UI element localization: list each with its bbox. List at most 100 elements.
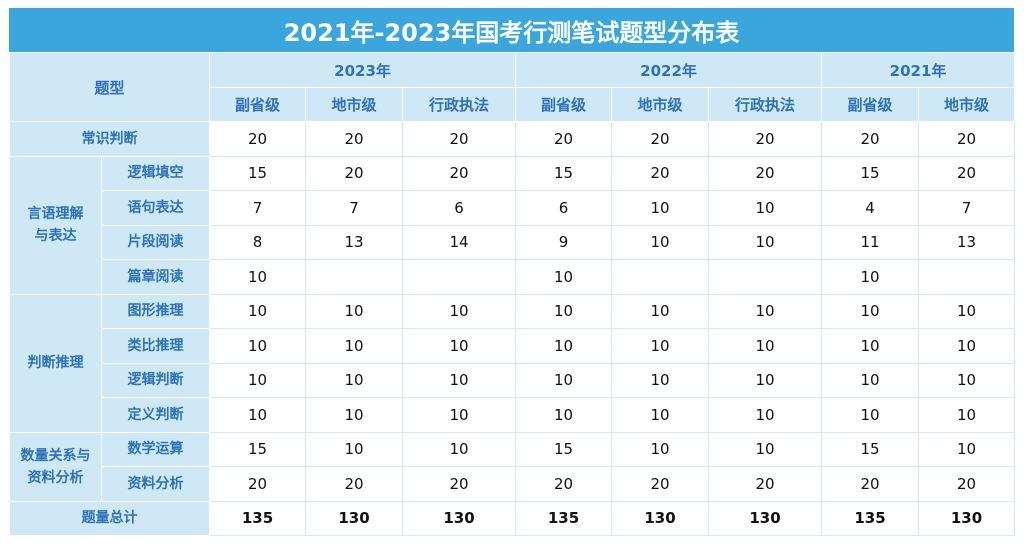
- value-cell: 10: [708, 431, 823, 467]
- value-cell: 11: [821, 224, 920, 260]
- subtype-label: 图形推理: [100, 293, 211, 329]
- value-cell: 10: [305, 293, 404, 329]
- year-2023-header: 2023年: [209, 52, 517, 88]
- value-cell: 15: [515, 155, 613, 191]
- value-cell: 10: [708, 190, 823, 226]
- value-cell: 10: [918, 362, 1016, 398]
- value-cell: [305, 259, 404, 295]
- category-label: 题量总计: [8, 500, 211, 536]
- subtype-label: 定义判断: [100, 397, 211, 433]
- value-cell: 20: [515, 121, 613, 157]
- year-header-row: 题型 2023年 2022年 2021年: [8, 52, 1016, 122]
- value-cell: 10: [209, 293, 307, 329]
- value-cell: 7: [305, 190, 404, 226]
- value-cell: 10: [918, 328, 1016, 364]
- value-cell: 10: [821, 397, 920, 433]
- value-cell: 20: [611, 155, 710, 191]
- value-cell: 10: [611, 431, 710, 467]
- table-row: 判断推理 图形推理 10 10 10 10 10 10 10 10: [9, 293, 1016, 433]
- value-cell: 6: [515, 190, 613, 226]
- value-cell: 6: [402, 190, 517, 226]
- total-cell: 130: [611, 500, 710, 536]
- value-cell: 15: [821, 155, 920, 191]
- total-row: 题量总计 135 130 130 135 130 130 135 130: [8, 500, 1016, 536]
- value-cell: 10: [708, 328, 823, 364]
- value-cell: 10: [611, 224, 710, 260]
- value-cell: 10: [402, 328, 517, 364]
- value-cell: 20: [209, 466, 307, 502]
- value-cell: 10: [611, 293, 710, 329]
- table-row: 言语理解与表达 逻辑填空 15 20 20 15 20 20 15 20: [9, 155, 1016, 295]
- total-cell: 130: [402, 500, 517, 536]
- value-cell: 10: [611, 328, 710, 364]
- value-cell: 9: [515, 224, 613, 260]
- value-cell: 10: [918, 293, 1016, 329]
- value-cell: [708, 259, 823, 295]
- value-cell: 10: [611, 190, 710, 226]
- value-cell: 20: [918, 121, 1016, 157]
- value-cell: 15: [209, 431, 307, 467]
- value-cell: 10: [821, 362, 920, 398]
- value-cell: 13: [918, 224, 1016, 260]
- subtype-label: 篇章阅读: [100, 259, 211, 295]
- value-cell: 20: [209, 121, 307, 157]
- level-header: 地市级: [305, 87, 404, 122]
- subtype-label: 数学运算: [100, 431, 211, 467]
- value-cell: 10: [209, 362, 307, 398]
- table-row: 片段阅读 8 13 14 9 10 10 11 13: [10, 224, 1016, 260]
- value-cell: 10: [515, 397, 613, 433]
- table-row: 逻辑判断 10 10 10 10 10 10 10 10: [10, 362, 1016, 398]
- level-header: 地市级: [918, 87, 1016, 122]
- subtype-label: 语句表达: [100, 190, 211, 226]
- value-cell: 10: [515, 362, 613, 398]
- value-cell: 10: [918, 431, 1016, 467]
- value-cell: 10: [611, 397, 710, 433]
- category-label: 判断推理: [9, 293, 102, 433]
- value-cell: 10: [305, 397, 404, 433]
- value-cell: 10: [708, 362, 823, 398]
- total-cell: 135: [209, 500, 307, 536]
- total-cell: 135: [515, 500, 613, 536]
- value-cell: 10: [821, 259, 920, 295]
- value-cell: [918, 259, 1016, 295]
- total-cell: 130: [708, 500, 823, 536]
- value-cell: 20: [821, 466, 920, 502]
- value-cell: 10: [305, 362, 404, 398]
- value-cell: 10: [209, 259, 307, 295]
- value-cell: 20: [708, 466, 823, 502]
- value-cell: 4: [821, 190, 920, 226]
- value-cell: 20: [402, 466, 517, 502]
- value-cell: [611, 259, 710, 295]
- value-cell: 20: [305, 466, 404, 502]
- table-row: 数量关系与资料分析 数学运算 15 10 10 15 10 10 15 10: [9, 431, 1016, 502]
- total-cell: 130: [305, 500, 404, 536]
- value-cell: 20: [305, 121, 404, 157]
- category-label: 常识判断: [8, 121, 211, 157]
- value-cell: 20: [611, 466, 710, 502]
- table-row: 类比推理 10 10 10 10 10 10 10 10: [10, 328, 1016, 364]
- table-title: 2021年-2023年国考行测笔试题型分布表: [9, 8, 1014, 52]
- value-cell: 10: [402, 293, 517, 329]
- subtype-label: 类比推理: [100, 328, 211, 364]
- value-cell: 7: [209, 190, 307, 226]
- total-cell: 135: [821, 500, 920, 536]
- value-cell: 10: [209, 328, 307, 364]
- value-cell: 10: [402, 397, 517, 433]
- value-cell: 20: [305, 155, 404, 191]
- table-row: 资料分析 20 20 20 20 20 20 20 20: [10, 466, 1016, 502]
- question-type-table: 题型 2023年 2022年 2021年 副省级 地市级 行政执法 副省级 地市…: [8, 52, 1016, 536]
- table-row: 常识判断 20 20 20 20 20 20 20 20: [8, 121, 1016, 157]
- value-cell: 10: [305, 431, 404, 467]
- value-cell: 20: [402, 121, 517, 157]
- subtype-label: 逻辑填空: [100, 155, 211, 191]
- type-header: 题型: [8, 52, 211, 122]
- level-header: 行政执法: [708, 87, 823, 122]
- level-header: 副省级: [515, 87, 613, 122]
- value-cell: 10: [515, 259, 613, 295]
- value-cell: 10: [515, 328, 613, 364]
- value-cell: 20: [515, 466, 613, 502]
- category-label: 数量关系与资料分析: [9, 431, 102, 502]
- value-cell: 10: [821, 293, 920, 329]
- level-header: 副省级: [821, 87, 920, 122]
- value-cell: 10: [402, 431, 517, 467]
